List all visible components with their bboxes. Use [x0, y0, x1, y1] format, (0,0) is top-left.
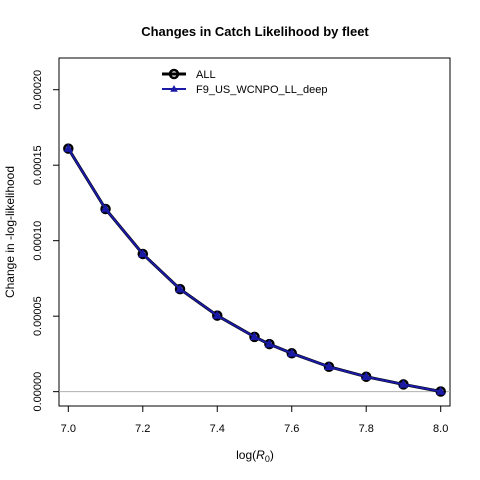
legend-marker-1 — [168, 68, 180, 80]
series-2-point — [63, 143, 73, 152]
series-2-point — [436, 386, 446, 395]
x-tick-label: 8.0 — [433, 423, 448, 435]
x-axis: 7.0 7.2 7.4 7.6 7.8 8.0 — [61, 406, 448, 435]
y-tick-label: 0.00000 — [32, 372, 44, 412]
y-tick-label: 0.00005 — [32, 296, 44, 336]
legend-label-2: F9_US_WCNPO_LL_deep — [196, 84, 327, 96]
y-tick-label: 0.00010 — [32, 221, 44, 261]
series-2-point — [264, 339, 275, 348]
chart-title: Changes in Catch Likelihood by fleet — [141, 24, 369, 39]
y-axis: 0.00000 0.00005 0.00010 0.00015 0.00020 — [32, 70, 59, 412]
series-line-2 — [67, 148, 441, 393]
series-2-point — [361, 371, 371, 381]
x-tick-label: 7.4 — [210, 423, 225, 435]
x-axis-label: log(R0) — [236, 448, 274, 464]
legend: ALL F9_US_WCNPO_LL_deep — [162, 68, 327, 96]
series-layer — [63, 143, 446, 397]
x-label-suffix: ) — [270, 448, 274, 462]
plot-frame — [58, 57, 451, 407]
series-2-point — [212, 310, 222, 319]
y-axis-label: Change in -log-likelihood — [3, 166, 17, 298]
x-tick-label: 7.2 — [135, 423, 150, 435]
series-2-point — [138, 248, 148, 258]
legend-marker-2 — [170, 85, 178, 92]
x-tick-label: 7.6 — [284, 423, 299, 435]
x-tick-label: 7.0 — [61, 423, 76, 435]
series-2-point — [287, 348, 297, 357]
x-label-prefix: log( — [236, 448, 256, 462]
series-line-1 — [67, 147, 441, 393]
series-2-point — [100, 203, 111, 213]
y-tick-label: 0.00020 — [32, 70, 44, 110]
series-2-point — [249, 331, 260, 341]
y-tick-label: 0.00015 — [32, 145, 44, 185]
x-label-sub: 0 — [265, 454, 270, 464]
series-2-point — [175, 284, 185, 293]
series-2-point — [324, 361, 334, 371]
legend-label-1: ALL — [196, 69, 216, 81]
x-tick-label: 7.8 — [359, 423, 374, 435]
x-label-var: R — [256, 448, 265, 462]
series-2-point — [398, 379, 409, 388]
